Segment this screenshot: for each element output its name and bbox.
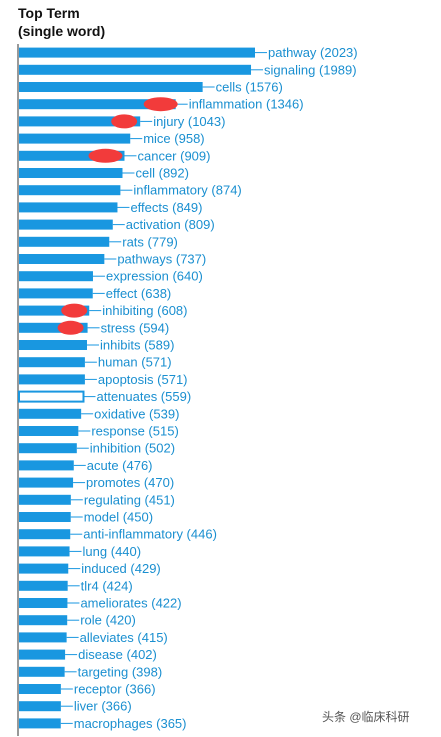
label-mice: mice (958) [143, 131, 204, 146]
bar-rats [19, 236, 110, 247]
bar-inhibits [19, 340, 88, 350]
bar-inflammation [19, 99, 176, 110]
bar-regulating [19, 494, 71, 505]
bar-role [19, 615, 68, 626]
bar-activation [19, 219, 113, 230]
bar-expression [19, 271, 93, 282]
bar-apoptosis [19, 374, 85, 385]
label-pathway: pathway (2023) [268, 45, 358, 60]
label-cell: cell (892) [136, 166, 189, 181]
label-macrophages: macrophages (365) [74, 716, 187, 731]
label-human: human (571) [98, 355, 172, 370]
bar-mice [19, 133, 131, 144]
bar-effect [19, 288, 93, 299]
label-model: model (450) [84, 510, 153, 525]
label-receptor: receptor (366) [74, 682, 156, 697]
label-apoptosis: apoptosis (571) [98, 372, 188, 387]
label-anti-inflammatory: anti-inflammatory (446) [83, 527, 217, 542]
label-pathways: pathways (737) [117, 252, 206, 267]
bar-inhibiting [19, 305, 90, 316]
bar-cancer [19, 150, 125, 161]
bar-receptor [19, 684, 61, 694]
label-disease: disease (402) [78, 647, 157, 662]
bar-stress [19, 322, 88, 333]
bar-inhibition [19, 443, 77, 454]
bar-effects [19, 202, 118, 213]
label-inhibits: inhibits (589) [100, 338, 174, 353]
label-response: response (515) [91, 424, 178, 439]
bar-ameliorates [19, 598, 68, 608]
bar-alleviates [19, 632, 67, 643]
label-cancer: cancer (909) [137, 148, 210, 163]
bar-oxidative [19, 408, 82, 419]
label-attenuates: attenuates (559) [96, 389, 191, 404]
bar-liver [19, 701, 61, 712]
bar-promotes [19, 477, 74, 488]
label-activation: activation (809) [126, 217, 215, 232]
label-inhibition: inhibition (502) [90, 441, 175, 456]
bar-injury [19, 116, 141, 127]
label-regulating: regulating (451) [84, 492, 175, 507]
redaction-mark-inflammation [143, 97, 178, 112]
label-role: role (420) [80, 613, 136, 628]
bar-pathways [19, 254, 105, 264]
label-lung: lung (440) [83, 544, 142, 559]
label-tlr4: tlr4 (424) [81, 578, 133, 593]
label-effect: effect (638) [106, 286, 172, 301]
bar-lung [19, 546, 70, 557]
label-inflammatory: inflammatory (874) [133, 183, 241, 198]
redaction-mark-stress [57, 320, 84, 335]
label-inhibiting: inhibiting (608) [102, 303, 187, 318]
label-alleviates: alleviates (415) [80, 630, 168, 645]
redaction-mark-injury [111, 114, 138, 129]
bar-disease [19, 649, 66, 660]
bar-cells [19, 82, 203, 92]
bar-acute [19, 460, 74, 471]
bar-inflammatory [19, 185, 121, 196]
bar-pathway [19, 47, 255, 58]
bar-induced [19, 563, 69, 574]
bar-cell [19, 168, 123, 178]
redaction-mark-inhibiting [61, 303, 88, 318]
label-inflammation: inflammation (1346) [189, 97, 304, 112]
label-stress: stress (594) [101, 320, 170, 335]
chart-title: Top Term (single word) [18, 4, 105, 40]
label-injury: injury (1043) [153, 114, 225, 129]
label-liver: liver (366) [74, 699, 132, 714]
label-signaling: signaling (1989) [264, 62, 357, 77]
label-effects: effects (849) [130, 200, 202, 215]
bar-tlr4 [19, 580, 68, 591]
label-rats: rats (779) [122, 234, 178, 249]
label-oxidative: oxidative (539) [94, 406, 179, 421]
bar-human [19, 357, 85, 368]
chart-title-line-1: Top Term [18, 5, 80, 21]
label-promotes: promotes (470) [86, 475, 174, 490]
watermark: 头条 @临床科研 [322, 710, 410, 724]
bar-macrophages [19, 718, 61, 729]
label-targeting: targeting (398) [78, 664, 163, 679]
bar-response [19, 426, 79, 436]
label-ameliorates: ameliorates (422) [80, 596, 181, 611]
bar-targeting [19, 666, 65, 677]
bar-anti-inflammatory [19, 529, 71, 540]
bar-attenuates [18, 390, 85, 403]
redaction-mark-cancer [88, 148, 123, 163]
bar-signaling [19, 64, 252, 75]
chart-title-line-2: (single word) [18, 23, 106, 39]
bar-model [19, 512, 71, 522]
label-cells: cells (1576) [216, 80, 283, 95]
label-expression: expression (640) [106, 269, 203, 284]
label-acute: acute (476) [87, 458, 153, 473]
label-induced: induced (429) [81, 561, 161, 576]
